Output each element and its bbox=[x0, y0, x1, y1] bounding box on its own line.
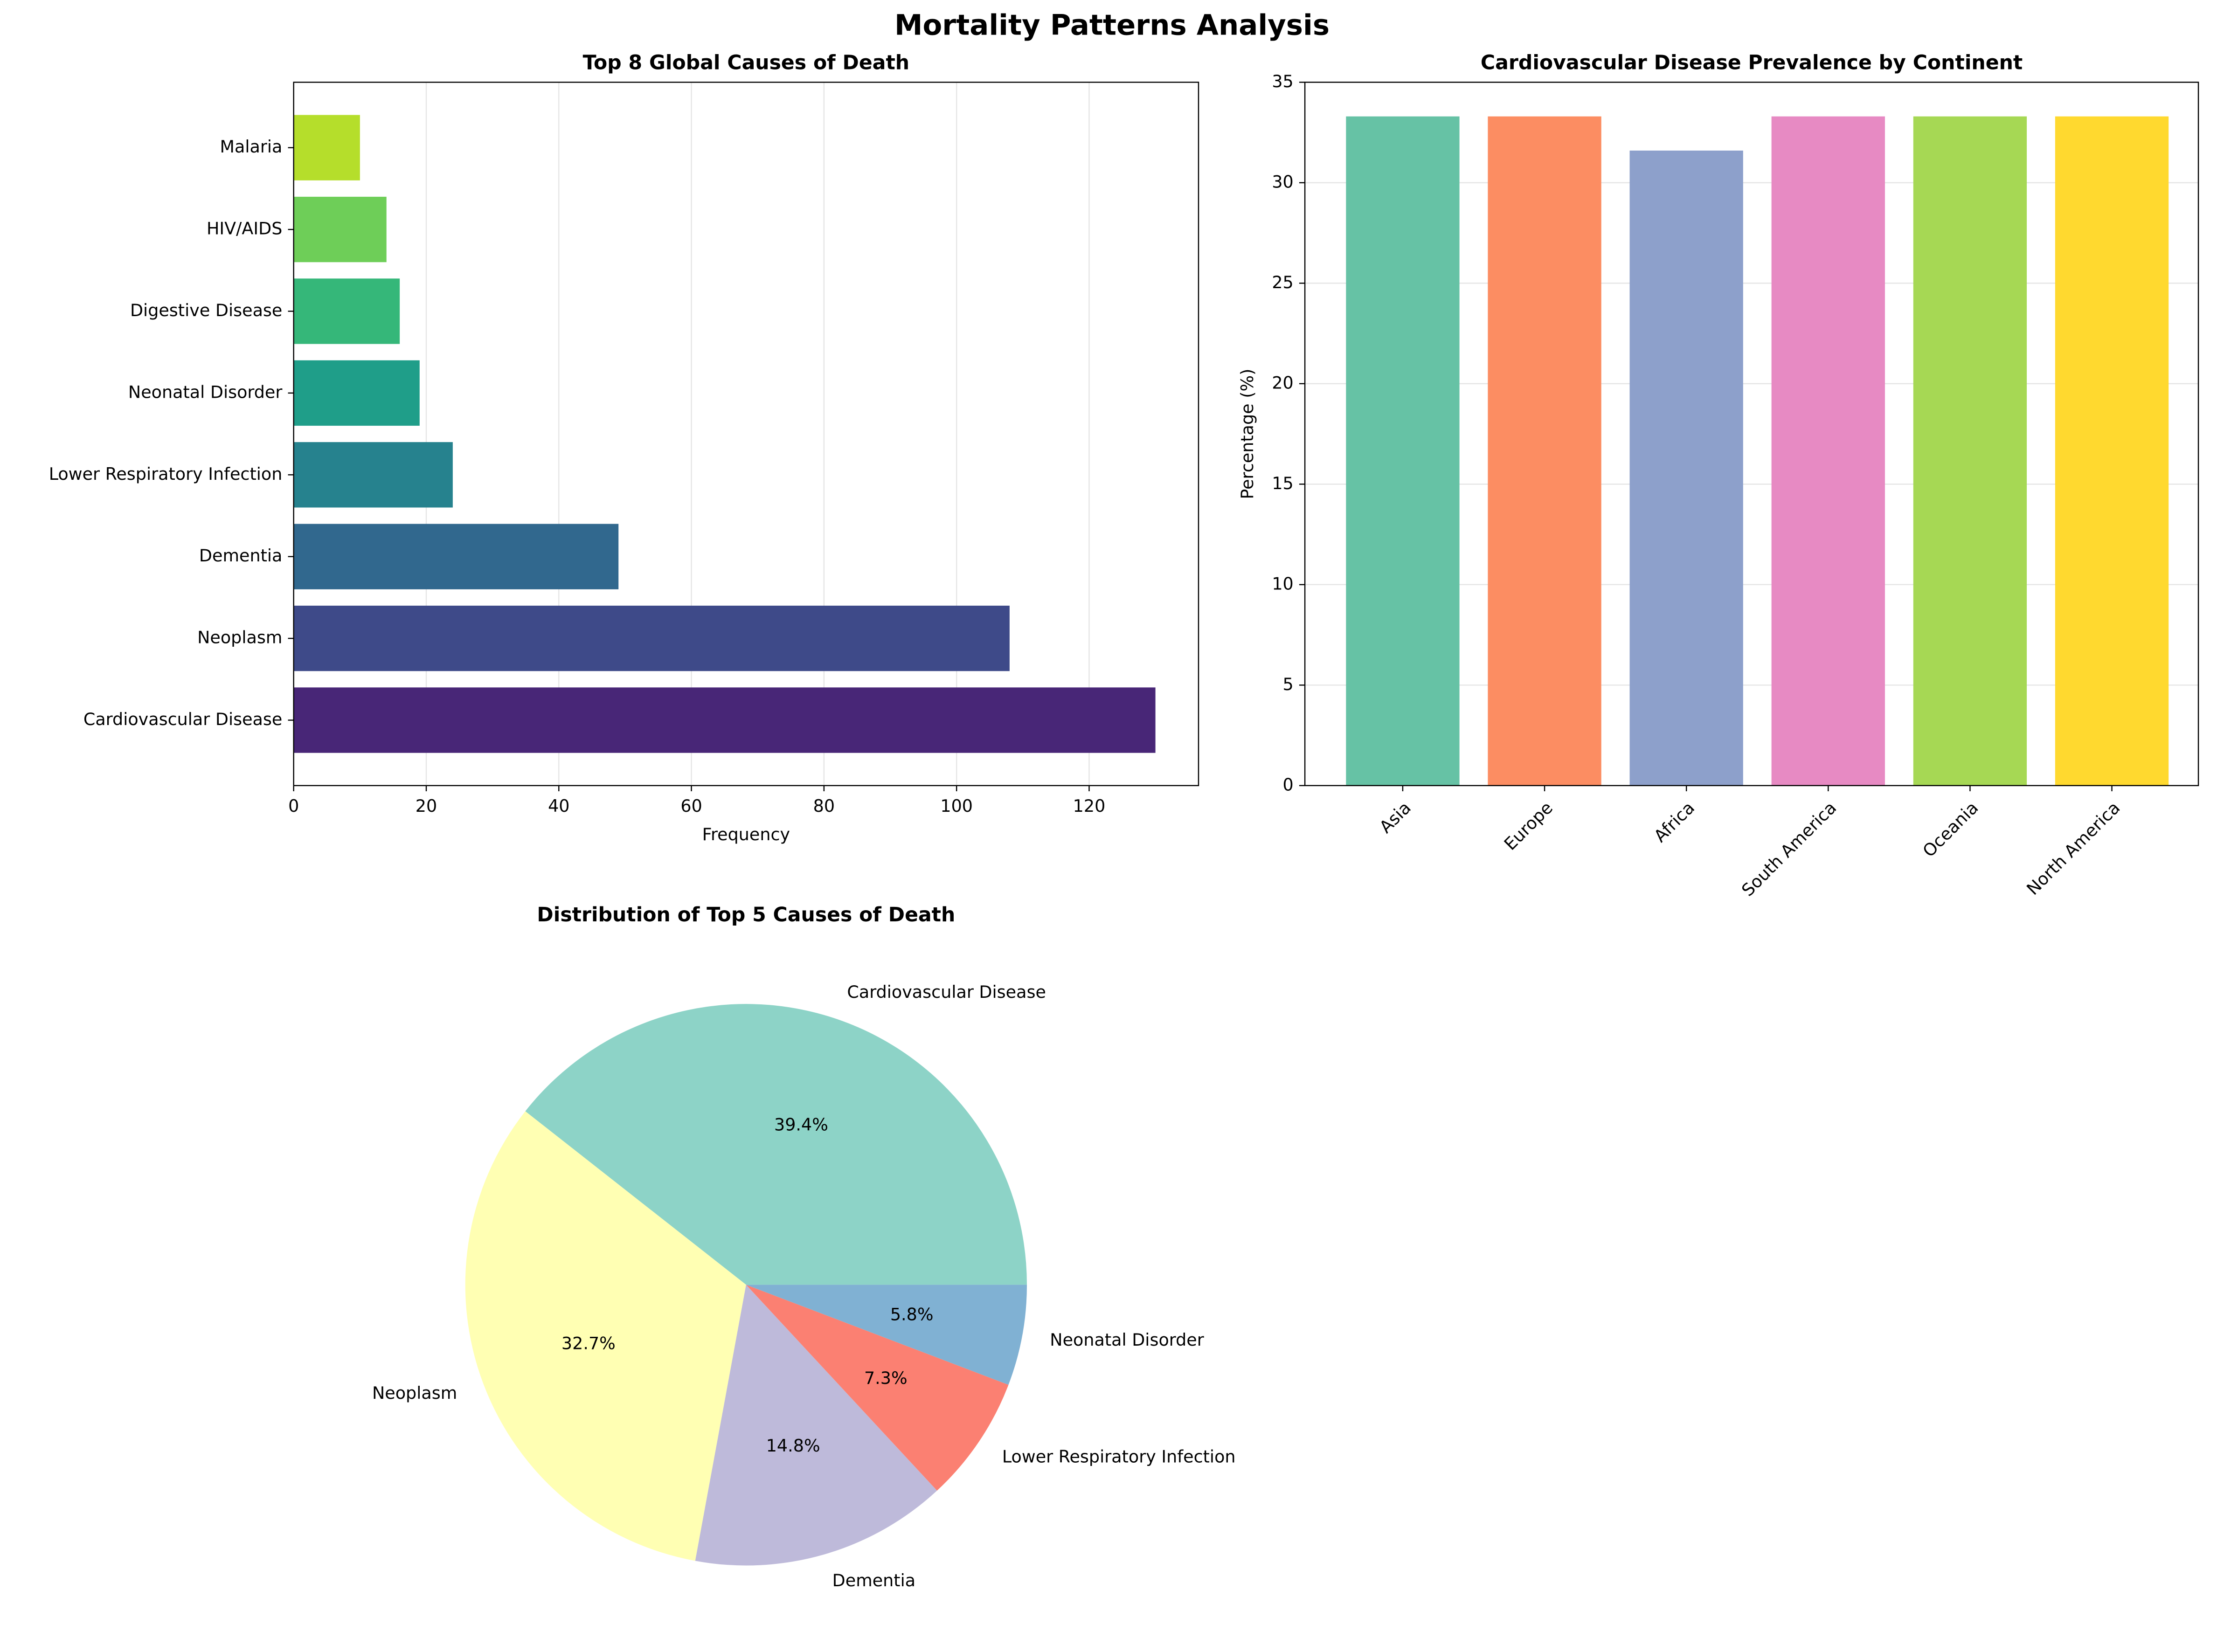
slice-label: Neoplasm bbox=[372, 1383, 457, 1403]
slice-label: Lower Respiratory Infection bbox=[1002, 1446, 1236, 1466]
pie-slice bbox=[746, 1285, 1027, 1385]
x-tick-label: 60 bbox=[680, 796, 702, 816]
axes-frame bbox=[1304, 82, 2199, 787]
y-tick-label: HIV/AIDS bbox=[207, 219, 282, 239]
value-label: 32.7% bbox=[561, 1334, 616, 1354]
y-tick-label: 30 bbox=[1272, 172, 1293, 192]
bar bbox=[293, 442, 453, 508]
y-tick-label: Neoplasm bbox=[197, 628, 282, 648]
x-tick-label: 100 bbox=[940, 796, 973, 816]
value-label: 39.4% bbox=[774, 1114, 828, 1134]
bar bbox=[293, 278, 400, 344]
y-tick-label: 20 bbox=[1272, 373, 1293, 393]
y-tick-label: Digestive Disease bbox=[130, 300, 282, 320]
y-tick-label: Cardiovascular Disease bbox=[83, 709, 283, 729]
y-tick-label: 10 bbox=[1272, 574, 1293, 594]
bar bbox=[293, 687, 1156, 753]
bar bbox=[293, 115, 360, 180]
x-axis-label: Frequency bbox=[702, 824, 790, 844]
bar bbox=[293, 605, 1010, 671]
bar bbox=[293, 524, 619, 589]
slice-label: Neonatal Disorder bbox=[1050, 1330, 1204, 1350]
pie-slice bbox=[465, 1111, 746, 1561]
bar bbox=[1346, 116, 1460, 786]
bar bbox=[293, 360, 420, 426]
x-tick-label: 120 bbox=[1073, 796, 1106, 816]
y-tick-label: 5 bbox=[1283, 674, 1294, 694]
pie-slice bbox=[695, 1285, 937, 1566]
value-label: 5.8% bbox=[890, 1304, 934, 1324]
bar bbox=[1771, 116, 1885, 786]
slice-label: Cardiovascular Disease bbox=[847, 982, 1046, 1002]
value-label: 14.8% bbox=[766, 1436, 820, 1456]
y-tick-label: 35 bbox=[1272, 71, 1293, 91]
axes-frame bbox=[293, 82, 1199, 787]
x-tick-label: 40 bbox=[548, 796, 569, 816]
x-tick-label: 20 bbox=[416, 796, 437, 816]
y-tick-label: 0 bbox=[1283, 774, 1294, 795]
bar bbox=[1913, 116, 2027, 786]
pie-slice bbox=[525, 1004, 1027, 1285]
y-tick-label: 25 bbox=[1272, 272, 1293, 292]
chart-title: Distribution of Top 5 Causes of Death bbox=[537, 903, 955, 926]
chart-title: Cardiovascular Disease Prevalence by Con… bbox=[1481, 51, 2023, 74]
figure-title: Mortality Patterns Analysis bbox=[894, 9, 1330, 41]
y-tick-label: Dementia bbox=[199, 546, 282, 566]
chart-title: Top 8 Global Causes of Death bbox=[583, 51, 909, 74]
bar bbox=[1629, 150, 1743, 786]
x-tick-label: 0 bbox=[288, 796, 299, 816]
bar bbox=[1488, 116, 1601, 786]
y-tick-label: 15 bbox=[1272, 473, 1293, 493]
y-tick-label: Neonatal Disorder bbox=[128, 382, 282, 402]
bar bbox=[293, 196, 387, 263]
y-tick-label: Lower Respiratory Infection bbox=[49, 464, 283, 484]
x-tick-label: 80 bbox=[813, 796, 835, 816]
y-tick-label: Malaria bbox=[220, 137, 283, 157]
pie-slice bbox=[746, 1285, 1009, 1491]
slice-label: Dementia bbox=[832, 1570, 915, 1590]
y-axis-label: Percentage (%) bbox=[1237, 369, 1257, 499]
value-label: 7.3% bbox=[864, 1368, 908, 1388]
bar bbox=[2055, 116, 2169, 786]
